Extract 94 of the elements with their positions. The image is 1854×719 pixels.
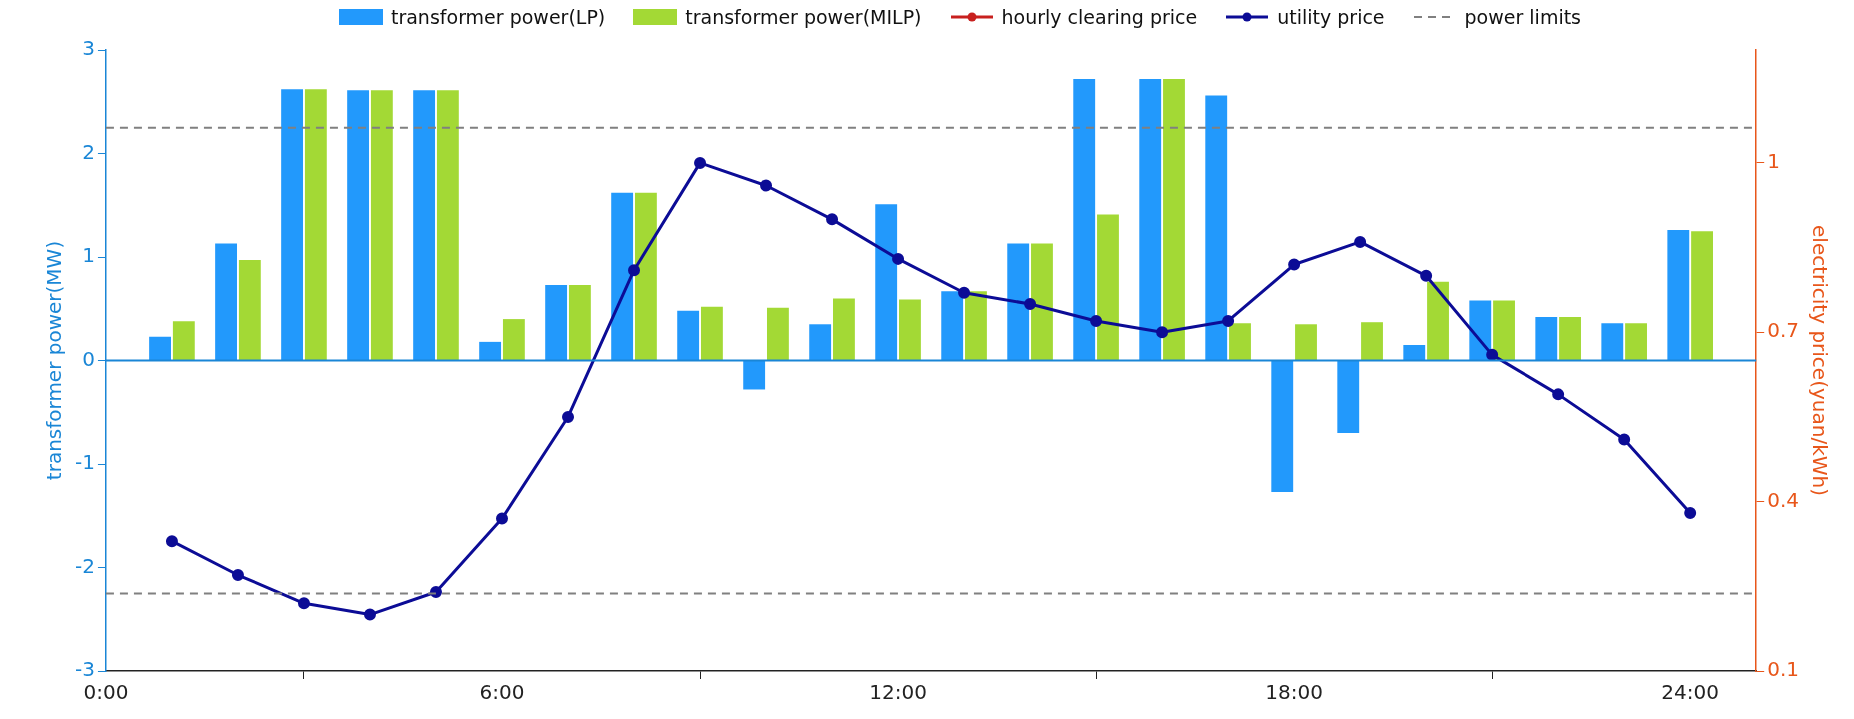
point [1156, 326, 1169, 339]
bar [502, 319, 525, 360]
bar [1337, 361, 1360, 433]
bar [172, 321, 195, 360]
legend-label: utility price [1277, 6, 1385, 28]
y2-tick-label: 1 [1767, 149, 1780, 174]
y-tick-label: 0 [82, 346, 95, 371]
point [760, 179, 773, 192]
bar [1163, 78, 1185, 360]
point [958, 286, 971, 299]
y2-axis-title: electricity price(yuan/kWh) [1807, 225, 1832, 496]
bar [436, 90, 459, 360]
point [1684, 506, 1697, 519]
point [1090, 314, 1103, 327]
bar [281, 89, 304, 360]
bar [1139, 78, 1162, 360]
bar [413, 90, 436, 360]
bar [1427, 281, 1449, 360]
point [1420, 269, 1433, 282]
bar [304, 89, 327, 360]
bar [149, 336, 171, 360]
bar [1361, 322, 1383, 360]
y-tick-label: 2 [82, 139, 95, 164]
bar [1667, 230, 1690, 360]
point [694, 156, 707, 169]
bar [1493, 300, 1515, 360]
point [628, 264, 641, 277]
point [1288, 258, 1301, 271]
bar [1007, 243, 1030, 360]
bar [1535, 317, 1558, 360]
point [363, 608, 376, 621]
y-tick-label: -2 [74, 553, 95, 578]
x-tick-label: 6:00 [479, 680, 525, 705]
legend-label: hourly clearing price [1001, 6, 1198, 28]
point [1354, 235, 1367, 248]
y-tick-label: 1 [82, 243, 95, 268]
bar [1073, 78, 1096, 360]
bar [965, 291, 987, 360]
bar [238, 260, 261, 360]
legend-label: transformer power(MILP) [685, 6, 922, 28]
bar [1625, 323, 1647, 360]
point [165, 535, 178, 548]
bar [479, 341, 502, 360]
bar [1691, 231, 1713, 360]
point [231, 569, 244, 582]
point [1222, 314, 1235, 327]
bar [1205, 95, 1228, 360]
point [1024, 298, 1037, 311]
bar [809, 324, 832, 360]
bar [833, 298, 855, 360]
bar [1031, 243, 1053, 360]
x-tick-label: 18:00 [1265, 680, 1323, 705]
bar [568, 284, 591, 360]
legend-label: power limits [1464, 6, 1582, 28]
y-tick-label: -1 [74, 450, 95, 475]
bar [215, 243, 238, 360]
point [1618, 433, 1631, 446]
y2-tick-label: 0.4 [1767, 487, 1800, 512]
bar [1271, 361, 1294, 492]
y-axis-title: transformer power(MW) [42, 240, 67, 481]
bar [370, 90, 393, 360]
bar [545, 284, 568, 360]
bar [634, 192, 657, 360]
bar [347, 90, 370, 360]
bar [743, 361, 766, 390]
bar [611, 192, 634, 360]
point [1552, 388, 1565, 401]
bar [1229, 323, 1251, 360]
bar [1403, 344, 1426, 360]
point [496, 512, 508, 525]
y-tick-label: 3 [82, 36, 95, 61]
y2-tick-label: 0.7 [1767, 318, 1800, 343]
point [892, 252, 905, 265]
legend-label: transformer power(LP) [390, 6, 606, 28]
point [826, 213, 839, 226]
bar [899, 299, 921, 360]
x-tick-label: 12:00 [869, 680, 927, 705]
bar [1097, 214, 1119, 360]
y-tick-label: -3 [74, 657, 95, 682]
bar [941, 291, 964, 360]
bar [677, 310, 700, 360]
bar [1469, 300, 1492, 360]
bar [1295, 324, 1317, 360]
bar [766, 307, 789, 360]
point [297, 597, 310, 610]
bar [1559, 317, 1581, 360]
x-tick-label: 0:00 [83, 680, 129, 705]
bar [1601, 323, 1624, 360]
bar [700, 306, 723, 360]
x-tick-label: 24:00 [1661, 680, 1719, 705]
y2-tick-label: 0.1 [1767, 657, 1800, 682]
bar [875, 204, 898, 360]
point [1486, 348, 1499, 361]
point [562, 410, 575, 423]
